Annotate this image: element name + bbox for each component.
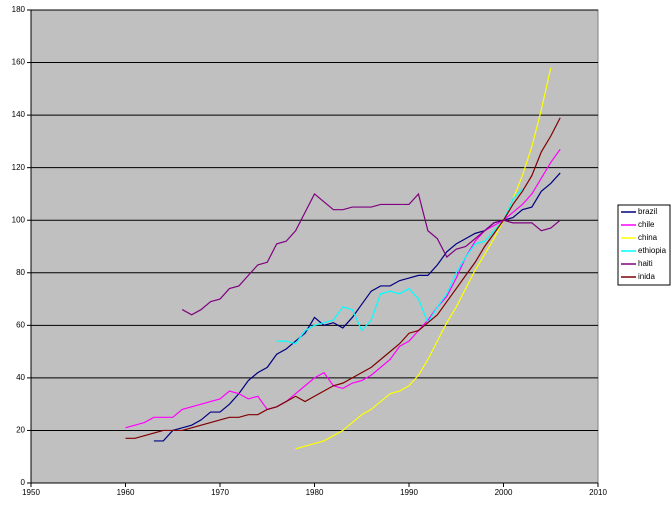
- plot-area: [30, 9, 599, 484]
- y-tick-label: 80: [16, 268, 25, 277]
- legend-label: chile: [638, 220, 655, 229]
- legend-label: haiti: [638, 259, 653, 268]
- series-line: [125, 148, 561, 429]
- y-tick-label: 120: [12, 163, 26, 172]
- y-tick-label: 40: [16, 373, 25, 382]
- legend-box: [617, 204, 671, 286]
- x-tick-label: 1950: [22, 488, 40, 497]
- y-tick-label: 160: [12, 58, 26, 67]
- y-tick-label: 20: [16, 426, 25, 435]
- x-tick-label: 1970: [211, 488, 229, 497]
- y-tick-label: 60: [16, 320, 25, 329]
- legend: brazil chile china ethiopia haiti inida: [617, 204, 671, 286]
- legend-label: china: [638, 233, 658, 242]
- series-line: [276, 188, 523, 345]
- y-tick-label: 100: [12, 215, 26, 224]
- y-tick-label: 140: [12, 110, 26, 119]
- x-tick-label: 1980: [306, 488, 324, 497]
- x-tick-label: 1990: [400, 488, 418, 497]
- legend-label: brazil: [638, 207, 657, 216]
- series-line: [125, 117, 561, 439]
- legend-label: ethiopia: [638, 246, 667, 255]
- x-tick-label: 2010: [589, 488, 607, 497]
- x-tick-label: 2000: [495, 488, 513, 497]
- y-tick-label: 180: [12, 5, 26, 14]
- legend-label: inida: [638, 272, 655, 281]
- series-line: [181, 192, 561, 316]
- x-tick-label: 1960: [117, 488, 135, 497]
- y-tick-label: 0: [21, 478, 26, 487]
